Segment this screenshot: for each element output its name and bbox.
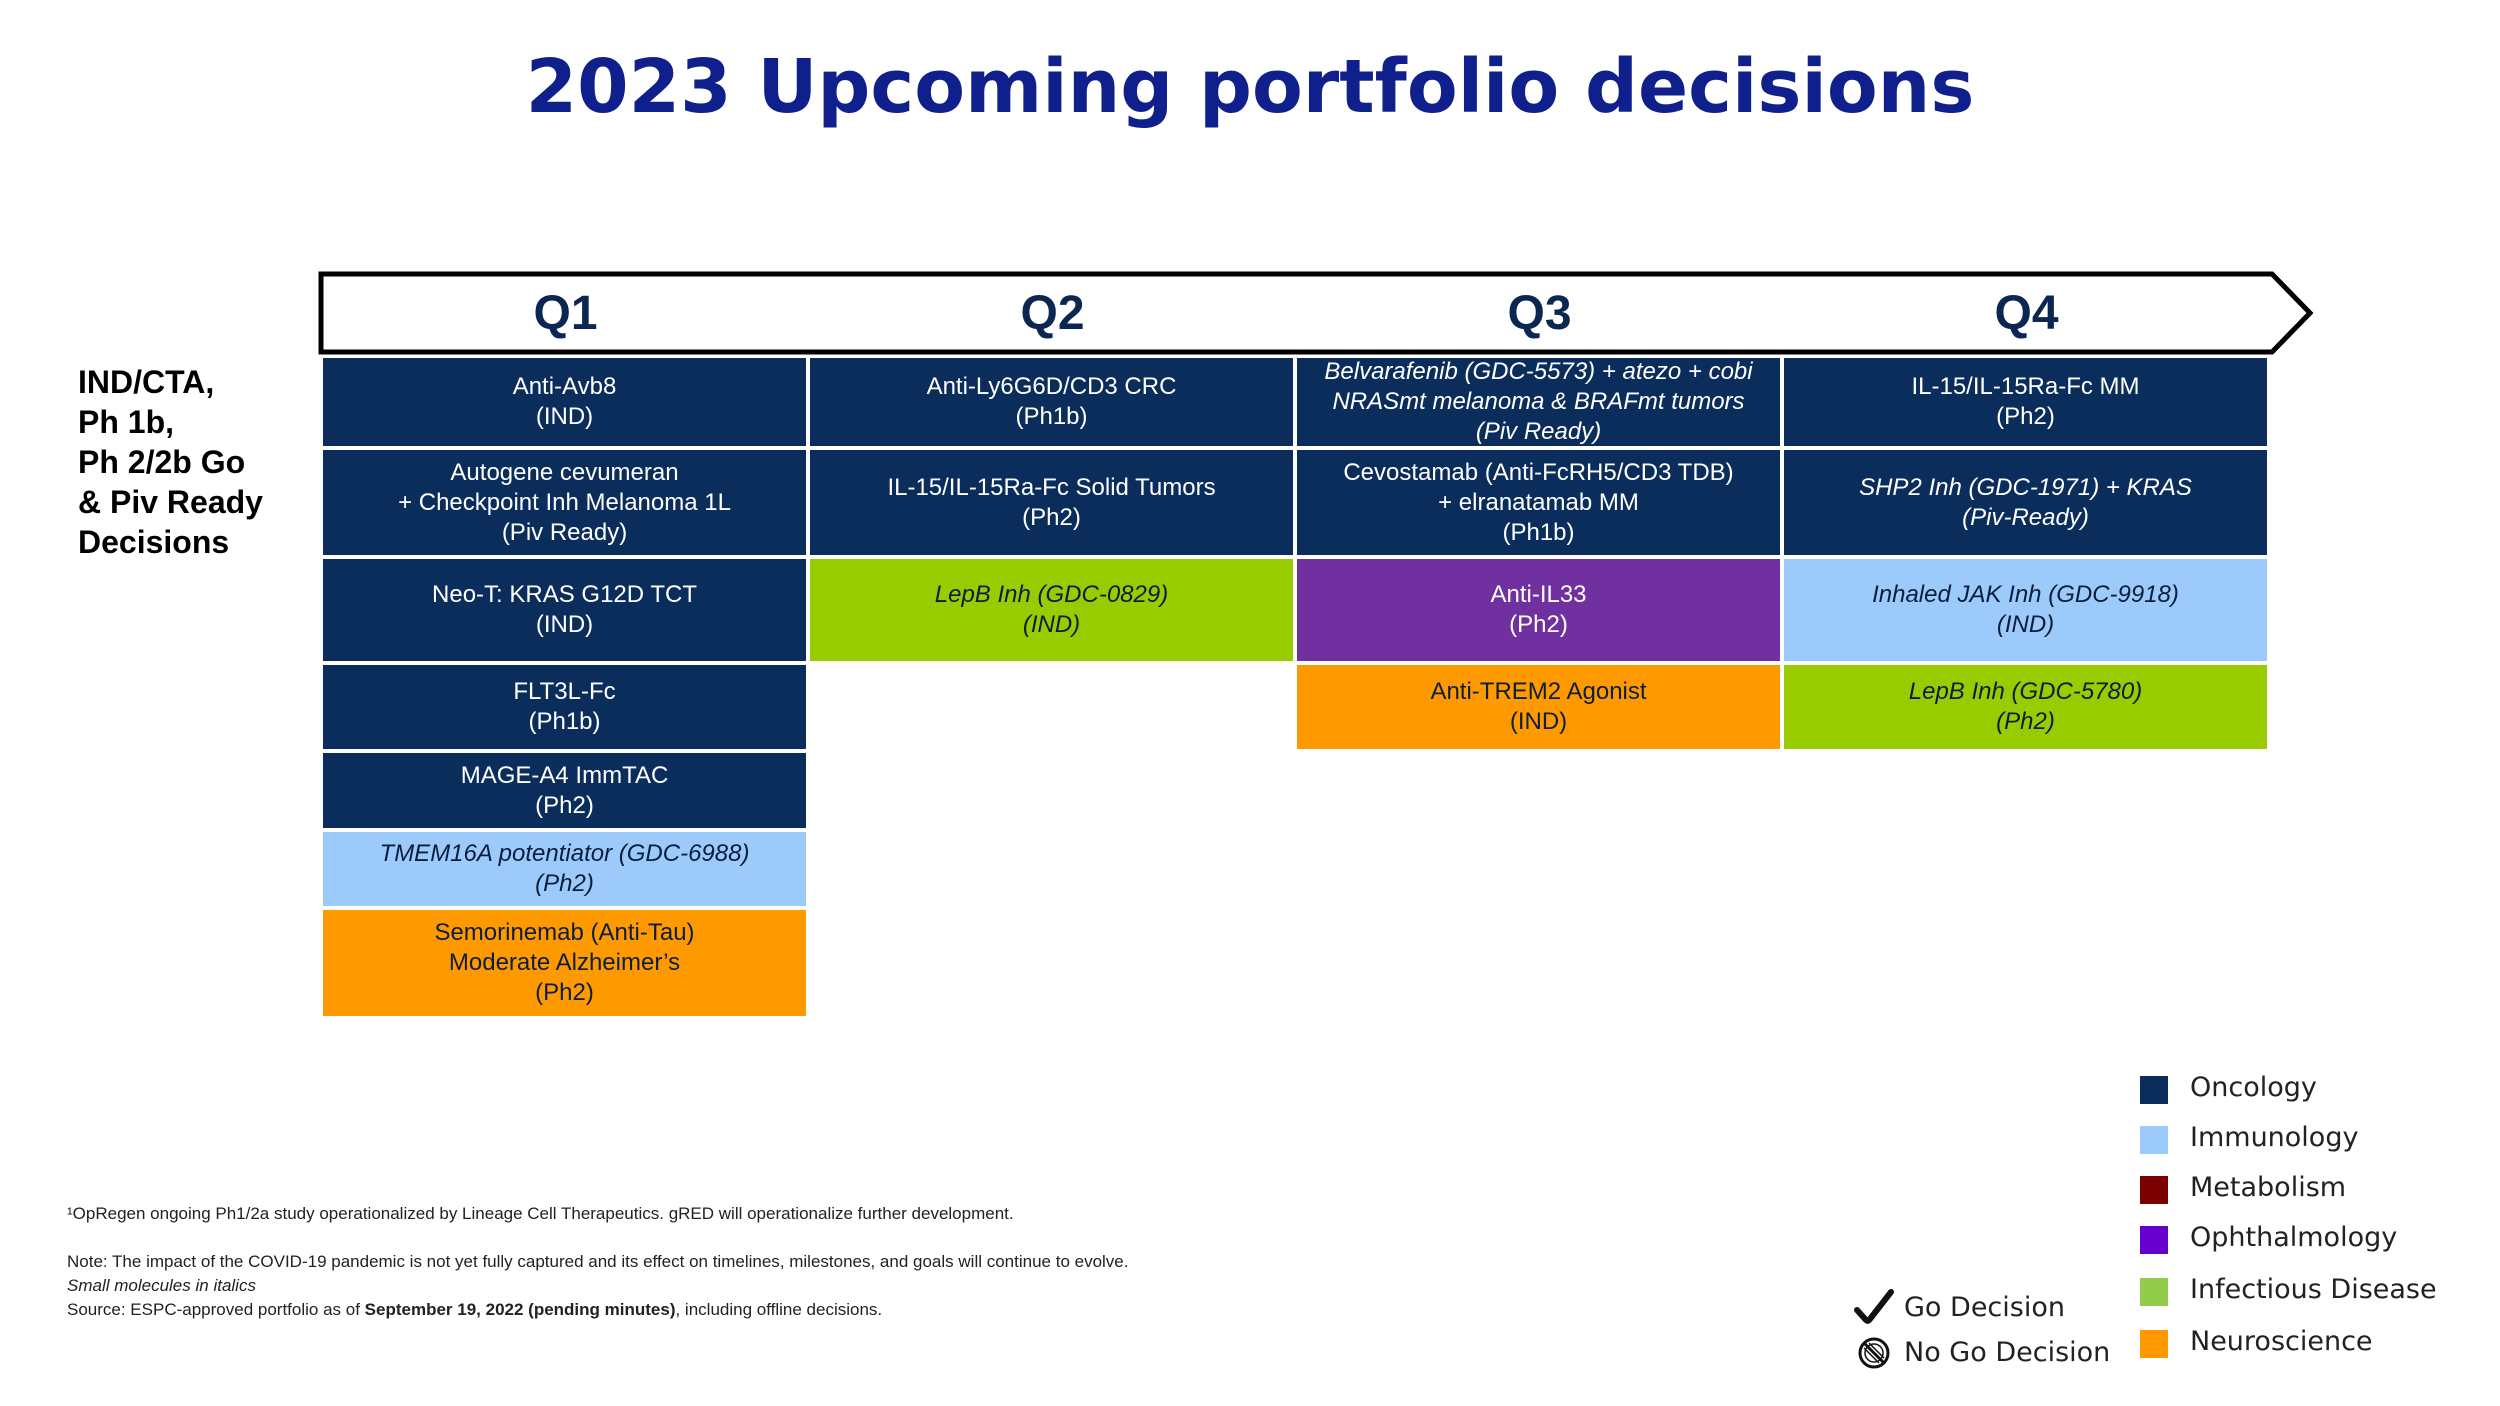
footnote-source: Source: ESPC-approved portfolio as of Se… bbox=[67, 1300, 883, 1319]
decision-cell-line: LepB Inh (GDC-0829) bbox=[934, 581, 1169, 608]
decision-cell: Belvarafenib (GDC-5573) + atezo + cobi NR… bbox=[1297, 358, 1780, 446]
decision-cell-line: (Ph2) bbox=[1022, 503, 1081, 531]
legend-swatch bbox=[2140, 1226, 2168, 1254]
decision-cell-line: (Ph1b) bbox=[1015, 403, 1088, 430]
decision-cell: LepB Inh (GDC-5780) (Ph2) bbox=[1784, 665, 2267, 749]
footnote-covid-note: Note: The impact of the COVID-19 pandemi… bbox=[67, 1252, 1129, 1271]
footnotes: ¹OpRegen ongoing Ph1/2a study operationa… bbox=[67, 1202, 1467, 1322]
decision-cell-line: (IND) bbox=[535, 403, 594, 430]
decision-cell-line: (Piv Ready) bbox=[1475, 418, 1602, 445]
decision-cell: Anti-Ly6G6D/CD3 CRC (Ph1b) bbox=[810, 358, 1293, 446]
decision-cell-line: MAGE-A4 ImmTAC bbox=[460, 761, 669, 789]
decision-cell-line: NRASmt melanoma & BRAFmt tumors bbox=[1332, 388, 1745, 415]
decision-cell: Cevostamab (Anti-FcRH5/CD3 TDB) + elranat… bbox=[1297, 450, 1780, 555]
decision-cell: MAGE-A4 ImmTAC (Ph2) bbox=[323, 753, 806, 828]
decision-cell-line: + Checkpoint Inh Melanoma 1L bbox=[398, 488, 731, 516]
decision-cell-line: Anti-IL33 bbox=[1490, 581, 1587, 608]
row-category-label: IND/CTA, Ph 1b, Ph 2/2b Go & Piv Ready D… bbox=[78, 364, 263, 560]
decision-cell-line: (Ph2) bbox=[1996, 708, 2055, 735]
quarter-label-q4: Q4 bbox=[1994, 287, 2059, 340]
quarter-label-q3: Q3 bbox=[1507, 287, 1572, 340]
decision-cell-line: SHP2 Inh (GDC-1971) + KRAS bbox=[1859, 473, 2192, 501]
decision-cell: Inhaled JAK Inh (GDC-9918) (IND) bbox=[1784, 559, 2267, 661]
decision-cell-line: LepB Inh (GDC-5780) bbox=[1908, 678, 2143, 705]
decision-cell-line: + elranatamab MM bbox=[1438, 488, 1639, 516]
decision-cell-line: (Ph2) bbox=[1509, 611, 1568, 638]
decision-cell-line: IL-15/IL-15Ra-Fc MM bbox=[1911, 373, 2140, 400]
decision-cell-line: TMEM16A potentiator (GDC-6988) bbox=[379, 840, 750, 867]
decision-cell-line: Moderate Alzheimer’s bbox=[448, 949, 681, 976]
decision-cell: IL-15/IL-15Ra-Fc MM (Ph2) bbox=[1784, 358, 2267, 446]
quarter-label-q1: Q1 bbox=[533, 287, 598, 340]
decision-cell: FLT3L-Fc (Ph1b) bbox=[323, 665, 806, 749]
legend-item-oncology: Oncology bbox=[2140, 1070, 2480, 1110]
legend-item-infectious-disease: Infectious Disease bbox=[2140, 1272, 2480, 1312]
quarter-label-q2: Q2 bbox=[1020, 287, 1085, 340]
decision-cell-line: (Ph2) bbox=[535, 870, 594, 897]
decision-cell: TMEM16A potentiator (GDC-6988) (Ph2) bbox=[323, 832, 806, 906]
decision-cell-line: IL-15/IL-15Ra-Fc Solid Tumors bbox=[887, 473, 1216, 501]
decision-cell: Anti-Avb8 (IND) bbox=[323, 358, 806, 446]
page-title: 2023 Upcoming portfolio decisions bbox=[525, 44, 1975, 130]
decision-cell-line: Anti-Ly6G6D/CD3 CRC bbox=[926, 373, 1177, 400]
decision-cell-line: (Ph2) bbox=[1996, 403, 2055, 430]
decision-cell-line: (Piv-Ready) bbox=[1962, 503, 2089, 531]
footnote-italics-note: Small molecules in italics bbox=[67, 1276, 256, 1295]
legend-swatch bbox=[2140, 1126, 2168, 1154]
legend-swatch bbox=[2140, 1176, 2168, 1204]
decision-cell-line: (IND) bbox=[1022, 611, 1081, 638]
go-decision-key: Go Decision bbox=[1854, 1288, 2214, 1328]
decision-cell-line: (IND) bbox=[1509, 708, 1568, 735]
decision-cell: Autogene cevumeran + Checkpoint Inh Melan… bbox=[323, 450, 806, 555]
decision-cell-line: Inhaled JAK Inh (GDC-9918) bbox=[1872, 581, 2179, 608]
decision-cell: Neo-T: KRAS G12D TCT (IND) bbox=[323, 559, 806, 661]
decision-cell: Anti-IL33 (Ph2) bbox=[1297, 559, 1780, 661]
decision-cell-line: Belvarafenib (GDC-5573) + atezo + cobi bbox=[1324, 358, 1753, 385]
decision-cell-line: Anti-Avb8 bbox=[512, 373, 617, 400]
legend-item-metabolism: Metabolism bbox=[2140, 1170, 2480, 1210]
prohibited-icon bbox=[1858, 1337, 1890, 1369]
legend-swatch bbox=[2140, 1076, 2168, 1104]
decision-cell: IL-15/IL-15Ra-Fc Solid Tumors (Ph2) bbox=[810, 450, 1293, 555]
legend-swatch bbox=[2140, 1278, 2168, 1306]
timeline-arrow bbox=[318, 271, 2314, 355]
legend-item-neuroscience: Neuroscience bbox=[2140, 1324, 2480, 1364]
decision-cell-line: Cevostamab (Anti-FcRH5/CD3 TDB) bbox=[1343, 458, 1734, 486]
decision-cell-line: (Ph2) bbox=[535, 791, 594, 819]
decision-cell-line: (Ph1b) bbox=[1502, 518, 1575, 546]
legend-item-immunology: Immunology bbox=[2140, 1120, 2480, 1160]
legend-item-ophthalmology: Ophthalmology bbox=[2140, 1220, 2480, 1260]
decision-cell: Semorinemab (Anti-Tau) Moderate Alzheimer… bbox=[323, 910, 806, 1016]
decision-cell-line: Anti-TREM2 Agonist bbox=[1430, 678, 1647, 705]
footnote-opregen: ¹OpRegen ongoing Ph1/2a study operationa… bbox=[67, 1204, 1014, 1223]
decision-cell-line: (Ph1b) bbox=[528, 708, 601, 735]
decision-cell-line: (IND) bbox=[1996, 611, 2055, 638]
decision-cell-line: (Ph2) bbox=[535, 979, 594, 1006]
decision-cell: SHP2 Inh (GDC-1971) + KRAS (Piv-Ready) bbox=[1784, 450, 2267, 555]
decision-cell: LepB Inh (GDC-0829) (IND) bbox=[810, 559, 1293, 661]
decision-cell-line: FLT3L-Fc bbox=[513, 678, 616, 705]
decision-cell-line: (IND) bbox=[535, 611, 594, 638]
checkmark-icon bbox=[1854, 1289, 1894, 1324]
decision-cell-line: Autogene cevumeran bbox=[450, 458, 679, 486]
decision-cell-line: Semorinemab (Anti-Tau) bbox=[434, 919, 695, 946]
legend-swatch bbox=[2140, 1330, 2168, 1358]
decision-cell-line: (Piv Ready) bbox=[501, 518, 628, 546]
no-go-decision-key: No Go Decision bbox=[1854, 1333, 2214, 1373]
decision-cell-line: Neo-T: KRAS G12D TCT bbox=[432, 581, 697, 608]
decision-cell: Anti-TREM2 Agonist (IND) bbox=[1297, 665, 1780, 749]
